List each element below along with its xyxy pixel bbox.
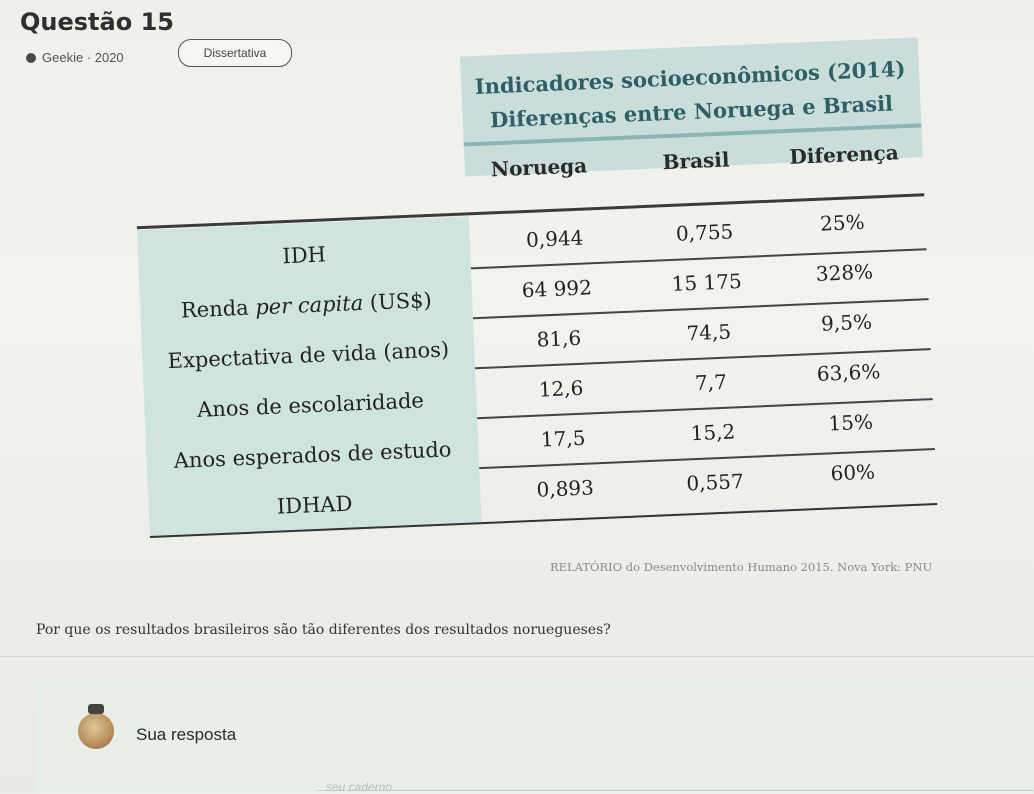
cell-idhad-diff: 60%: [830, 459, 876, 486]
cell-idhad-norway: 0,893: [536, 475, 595, 502]
cell-idh-brazil: 0,755: [675, 219, 734, 246]
bullet-icon: [26, 52, 36, 63]
cell-escolaridade-norway: 12,6: [538, 375, 584, 402]
table-source-citation: RELATÓRIO do Desenvolvimento Humano 2015…: [550, 560, 933, 574]
cell-renda-brazil: 15 175: [671, 269, 743, 296]
cell-anos-esperados-diff: 15%: [827, 409, 874, 436]
user-avatar-icon: [78, 713, 114, 749]
cell-anos-esperados-brazil: 15,2: [690, 419, 736, 446]
source-tag-label: Geekie · 2020: [42, 50, 124, 65]
indicators-table: Indicadores socioeconômicos (2014) Difer…: [130, 27, 959, 540]
type-badge: Dissertativa: [178, 39, 292, 67]
cell-escolaridade-brazil: 7,7: [694, 369, 728, 396]
cell-expectativa-diff: 9,5%: [820, 309, 873, 336]
column-header-brazil: Brasil: [662, 147, 730, 175]
answer-box[interactable]: Sua resposta seu caderno: [36, 680, 1034, 794]
column-header-difference: Diferença: [789, 140, 900, 169]
cell-escolaridade-diff: 63,6%: [816, 359, 881, 386]
cell-expectativa-norway: 81,6: [536, 325, 582, 352]
answer-label[interactable]: Sua resposta: [136, 725, 237, 744]
row-label-renda-pre: Renda: [180, 295, 256, 323]
section-divider: [0, 656, 1034, 657]
cell-expectativa-brazil: 74,5: [686, 319, 732, 346]
cell-anos-esperados-norway: 17,5: [540, 425, 586, 452]
source-tag: Geekie · 2020: [26, 50, 124, 65]
question-title: Questão 15: [20, 8, 174, 36]
answer-underline: [316, 790, 1034, 791]
column-header-norway: Noruega: [490, 153, 588, 182]
cell-renda-diff: 328%: [815, 259, 874, 286]
cell-idh-diff: 25%: [819, 209, 866, 236]
answer-faded-text: seu caderno: [326, 780, 393, 794]
cell-idhad-brazil: 0,557: [685, 469, 745, 496]
avatar-hat-icon: [88, 704, 104, 714]
cell-renda-norway: 64 992: [521, 275, 593, 303]
cell-idh-norway: 0,944: [525, 225, 584, 252]
question-prompt: Por que os resultados brasileiros são tã…: [36, 622, 611, 638]
row-label-renda-post: (US$): [362, 288, 433, 315]
row-label-renda-em: per capita: [254, 290, 364, 320]
